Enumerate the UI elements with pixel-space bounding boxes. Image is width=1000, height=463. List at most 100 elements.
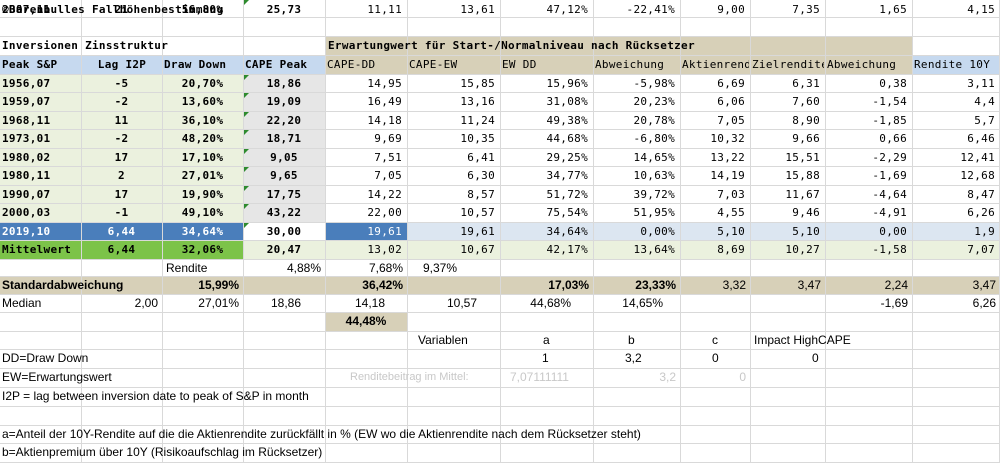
data-row-5-cell-0[interactable]: 1980,11 <box>2 169 51 182</box>
data-row-7-cell-4[interactable]: 22,00 <box>367 206 402 219</box>
data-row-8-cell-3[interactable]: 25,73 <box>266 3 302 16</box>
data-row-7-cell-7[interactable]: 51,95% <box>633 206 675 219</box>
data-row-4-cell-4[interactable]: 7,51 <box>374 151 402 164</box>
data-row-6-cell-6[interactable]: 51,72% <box>546 188 588 201</box>
data-row-0-cell-11[interactable]: 3,11 <box>967 77 995 90</box>
data-row-0-cell-10[interactable]: 0,38 <box>879 77 907 90</box>
variable-a-value[interactable]: 1 <box>542 351 549 365</box>
data-row-2-cell-9[interactable]: 8,90 <box>792 114 820 127</box>
data-row-8-cell-8[interactable]: 9,00 <box>717 3 745 16</box>
data-row-6-cell-7[interactable]: 39,72% <box>633 188 675 201</box>
data-row-0-cell-7[interactable]: -5,98% <box>633 77 675 90</box>
current-row-cell-3[interactable]: 30,00 <box>266 225 302 238</box>
data-row-2-cell-4[interactable]: 14,18 <box>367 114 402 127</box>
data-row-5-cell-11[interactable]: 12,68 <box>960 169 995 182</box>
data-row-4-cell-8[interactable]: 13,22 <box>710 151 745 164</box>
data-row-1-cell-4[interactable]: 16,49 <box>367 95 402 108</box>
data-row-4-cell-0[interactable]: 1980,02 <box>2 151 51 164</box>
data-row-3-cell-8[interactable]: 10,32 <box>710 132 745 145</box>
current-row-cell-2[interactable]: 34,64% <box>181 225 224 238</box>
data-row-1-cell-6[interactable]: 31,08% <box>546 95 588 108</box>
current-row-cell-6[interactable]: 34,64% <box>546 225 588 238</box>
variable-b-value[interactable]: 3,2 <box>625 351 642 365</box>
data-row-2-cell-6[interactable]: 49,38% <box>546 114 588 127</box>
data-row-6-cell-3[interactable]: 17,75 <box>266 188 302 201</box>
data-row-6-cell-2[interactable]: 19,90% <box>181 188 224 201</box>
current-row-cell-5[interactable]: 19,61 <box>460 225 495 238</box>
data-row-0-cell-8[interactable]: 6,69 <box>717 77 745 90</box>
data-row-7-cell-0[interactable]: 2000,03 <box>2 206 51 219</box>
data-row-2-cell-7[interactable]: 20,78% <box>633 114 675 127</box>
data-row-5-cell-10[interactable]: -1,69 <box>872 169 907 182</box>
data-row-5-cell-2[interactable]: 27,01% <box>181 169 224 182</box>
data-row-8-cell-11[interactable]: 4,15 <box>967 3 995 16</box>
data-row-3-cell-1[interactable]: -2 <box>114 132 129 145</box>
data-row-0-cell-2[interactable]: 20,70% <box>181 77 224 90</box>
data-row-0-cell-5[interactable]: 15,85 <box>460 77 495 90</box>
mittelwert-row-cell-1[interactable]: 6,44 <box>107 243 136 256</box>
data-row-6-cell-0[interactable]: 1990,07 <box>2 188 51 201</box>
data-row-2-cell-1[interactable]: 11 <box>114 114 129 127</box>
data-row-7-cell-3[interactable]: 43,22 <box>266 206 302 219</box>
impact-value[interactable]: 0 <box>812 351 819 365</box>
data-row-8-cell-2[interactable]: 56,80% <box>181 3 224 16</box>
mittelwert-row-cell-8[interactable]: 8,69 <box>717 243 745 256</box>
data-row-8-cell-0[interactable]: 2007,11 <box>2 3 51 16</box>
data-row-1-cell-9[interactable]: 7,60 <box>792 95 820 108</box>
data-row-1-cell-0[interactable]: 1959,07 <box>2 95 51 108</box>
current-row-cell-0[interactable]: 2019,10 <box>2 225 51 238</box>
data-row-6-cell-4[interactable]: 14,22 <box>367 188 402 201</box>
data-row-8-cell-10[interactable]: 1,65 <box>879 3 907 16</box>
data-row-3-cell-4[interactable]: 9,69 <box>374 132 402 145</box>
data-row-2-cell-8[interactable]: 7,05 <box>717 114 745 127</box>
data-row-2-cell-0[interactable]: 1968,11 <box>2 114 51 127</box>
data-row-1-cell-5[interactable]: 13,16 <box>460 95 495 108</box>
data-row-8-cell-5[interactable]: 13,61 <box>460 3 495 16</box>
mittelwert-row-cell-6[interactable]: 42,17% <box>546 243 588 256</box>
data-row-3-cell-9[interactable]: 9,66 <box>792 132 820 145</box>
data-row-3-cell-2[interactable]: 48,20% <box>181 132 224 145</box>
data-row-6-cell-10[interactable]: -4,64 <box>872 188 907 201</box>
current-row-cell-1[interactable]: 6,44 <box>107 225 136 238</box>
mittelwert-row-cell-0[interactable]: Mittelwert <box>2 243 72 256</box>
data-row-4-cell-9[interactable]: 15,51 <box>785 151 820 164</box>
data-row-0-cell-0[interactable]: 1956,07 <box>2 77 51 90</box>
current-row-cell-11[interactable]: 1,9 <box>974 225 995 238</box>
data-row-8-cell-1[interactable]: 21 <box>114 3 129 16</box>
data-row-4-cell-11[interactable]: 12,41 <box>960 151 995 164</box>
data-row-6-cell-11[interactable]: 8,47 <box>967 188 995 201</box>
mittelwert-row-cell-2[interactable]: 32,06% <box>181 243 224 256</box>
data-row-7-cell-6[interactable]: 75,54% <box>546 206 588 219</box>
data-row-7-cell-10[interactable]: -4,91 <box>872 206 907 219</box>
current-row-cell-7[interactable]: 0,00% <box>640 225 675 238</box>
mittelwert-row-cell-5[interactable]: 10,67 <box>460 243 495 256</box>
data-row-3-cell-10[interactable]: 0,66 <box>879 132 907 145</box>
data-row-2-cell-3[interactable]: 22,20 <box>266 114 302 127</box>
data-row-8-cell-9[interactable]: 7,35 <box>792 3 820 16</box>
data-row-0-cell-9[interactable]: 6,31 <box>792 77 820 90</box>
data-row-4-cell-5[interactable]: 6,41 <box>467 151 495 164</box>
data-row-8-cell-4[interactable]: 11,11 <box>367 3 402 16</box>
data-row-7-cell-8[interactable]: 4,55 <box>717 206 745 219</box>
data-row-3-cell-11[interactable]: 6,46 <box>967 132 995 145</box>
data-row-6-cell-8[interactable]: 7,03 <box>717 188 745 201</box>
data-row-7-cell-9[interactable]: 9,46 <box>792 206 820 219</box>
data-row-0-cell-6[interactable]: 15,96% <box>546 77 588 90</box>
data-row-5-cell-5[interactable]: 6,30 <box>467 169 495 182</box>
current-row-cell-8[interactable]: 5,10 <box>717 225 745 238</box>
data-row-8-cell-6[interactable]: 47,12% <box>546 3 588 16</box>
data-row-0-cell-3[interactable]: 18,86 <box>266 77 302 90</box>
data-row-1-cell-8[interactable]: 6,06 <box>717 95 745 108</box>
data-row-3-cell-5[interactable]: 10,35 <box>460 132 495 145</box>
data-row-3-cell-7[interactable]: -6,80% <box>633 132 675 145</box>
data-row-8-cell-7[interactable]: -22,41% <box>626 3 675 16</box>
data-row-4-cell-7[interactable]: 14,65% <box>633 151 675 164</box>
data-row-5-cell-1[interactable]: 2 <box>118 169 125 182</box>
data-row-2-cell-5[interactable]: 11,24 <box>460 114 495 127</box>
current-row-cell-10[interactable]: 0,00 <box>879 225 907 238</box>
data-row-0-cell-1[interactable]: -5 <box>114 77 129 90</box>
data-row-1-cell-2[interactable]: 13,60% <box>181 95 224 108</box>
data-row-5-cell-7[interactable]: 10,63% <box>633 169 675 182</box>
data-row-6-cell-5[interactable]: 8,57 <box>467 188 495 201</box>
data-row-7-cell-5[interactable]: 10,57 <box>460 206 495 219</box>
